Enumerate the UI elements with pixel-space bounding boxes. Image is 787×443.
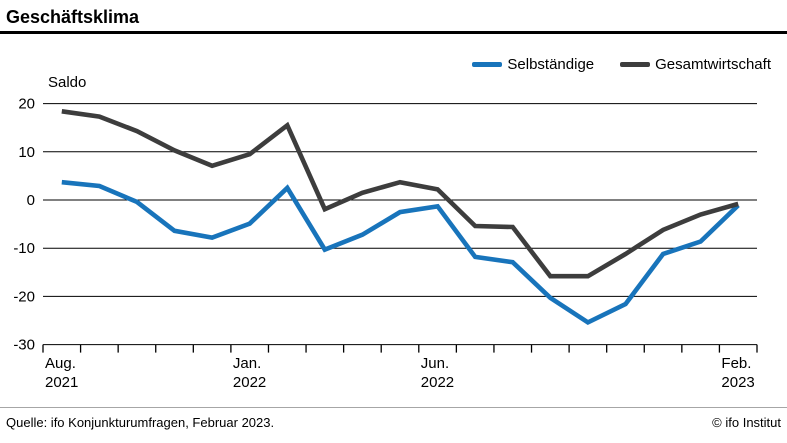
legend-item-gesamtwirtschaft: Gesamtwirtschaft <box>620 56 771 73</box>
x-tick-label: Aug. <box>45 355 76 372</box>
y-tick-label: -20 <box>13 288 35 305</box>
chart-area: 20 10 0 -10 -20 -30 Aug. 2021 Jan. 2022 Jun. 2022 Fe… <box>0 34 787 407</box>
line-chart-svg: 20 10 0 -10 -20 -30 Aug. 2021 Jan. 2022 Jun. 2022 Fe… <box>13 96 758 391</box>
copyright-note: © ifo Institut <box>712 415 781 430</box>
legend-label: Selbständige <box>507 56 595 73</box>
y-tick-label: 10 <box>18 144 35 161</box>
legend-line-swatch-blue <box>472 62 503 67</box>
y-tick-label: -10 <box>13 240 35 257</box>
y-tick-label: 0 <box>27 192 35 209</box>
x-tick-label: 2021 <box>45 374 78 391</box>
chart-header: Geschäftsklima <box>0 0 787 34</box>
x-tick-label: 2022 <box>421 374 454 391</box>
y-tick-label: -30 <box>13 337 35 354</box>
series-line-selbstaendige <box>61 179 740 326</box>
legend-item-selbstaendige: Selbständige <box>472 56 594 73</box>
x-tick-label: Jan. <box>233 355 261 372</box>
y-axis-title: Saldo <box>48 74 87 91</box>
x-tick-label: 2022 <box>233 374 266 391</box>
legend-label: Gesamtwirtschaft <box>655 56 771 73</box>
x-tick-label: Jun. <box>421 355 449 372</box>
x-tick-label: 2023 <box>721 374 754 391</box>
y-tick-label: 20 <box>18 96 35 113</box>
page-title: Geschäftsklima <box>6 7 140 27</box>
chart-footer: Quelle: ifo Konjunkturumfragen, Februar … <box>0 407 787 443</box>
series-line-gesamtwirtschaft <box>61 109 739 279</box>
source-note: Quelle: ifo Konjunkturumfragen, Februar … <box>6 415 275 430</box>
legend-line-swatch-dark <box>620 62 651 67</box>
x-tick-label: Feb. <box>721 355 751 372</box>
chart-legend: Selbständige Gesamtwirtschaft <box>472 56 771 73</box>
